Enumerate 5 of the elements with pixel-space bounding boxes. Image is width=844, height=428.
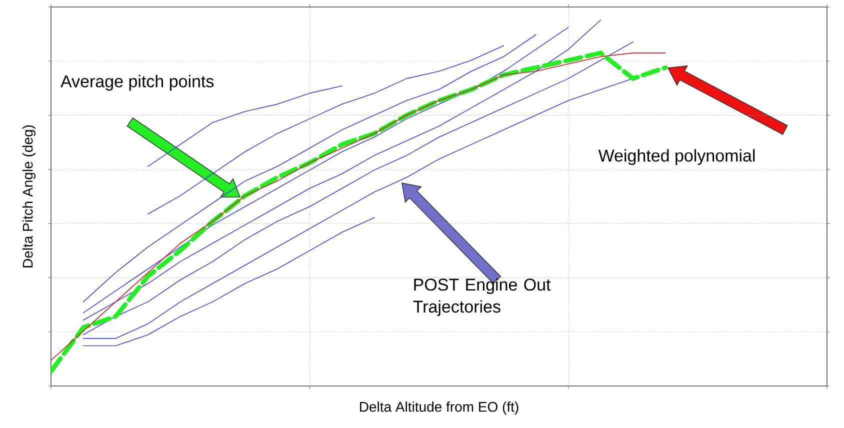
x-axis-title: Delta Altitude from EO (ft): [360, 402, 518, 415]
annotation: Weighted polynomial: [598, 149, 755, 166]
y-axis-title: Delta Pitch Angle (deg): [22, 125, 36, 268]
annotation: Average pitch points: [60, 74, 214, 91]
annotation: POST Engine Out Trajectories: [413, 278, 551, 316]
